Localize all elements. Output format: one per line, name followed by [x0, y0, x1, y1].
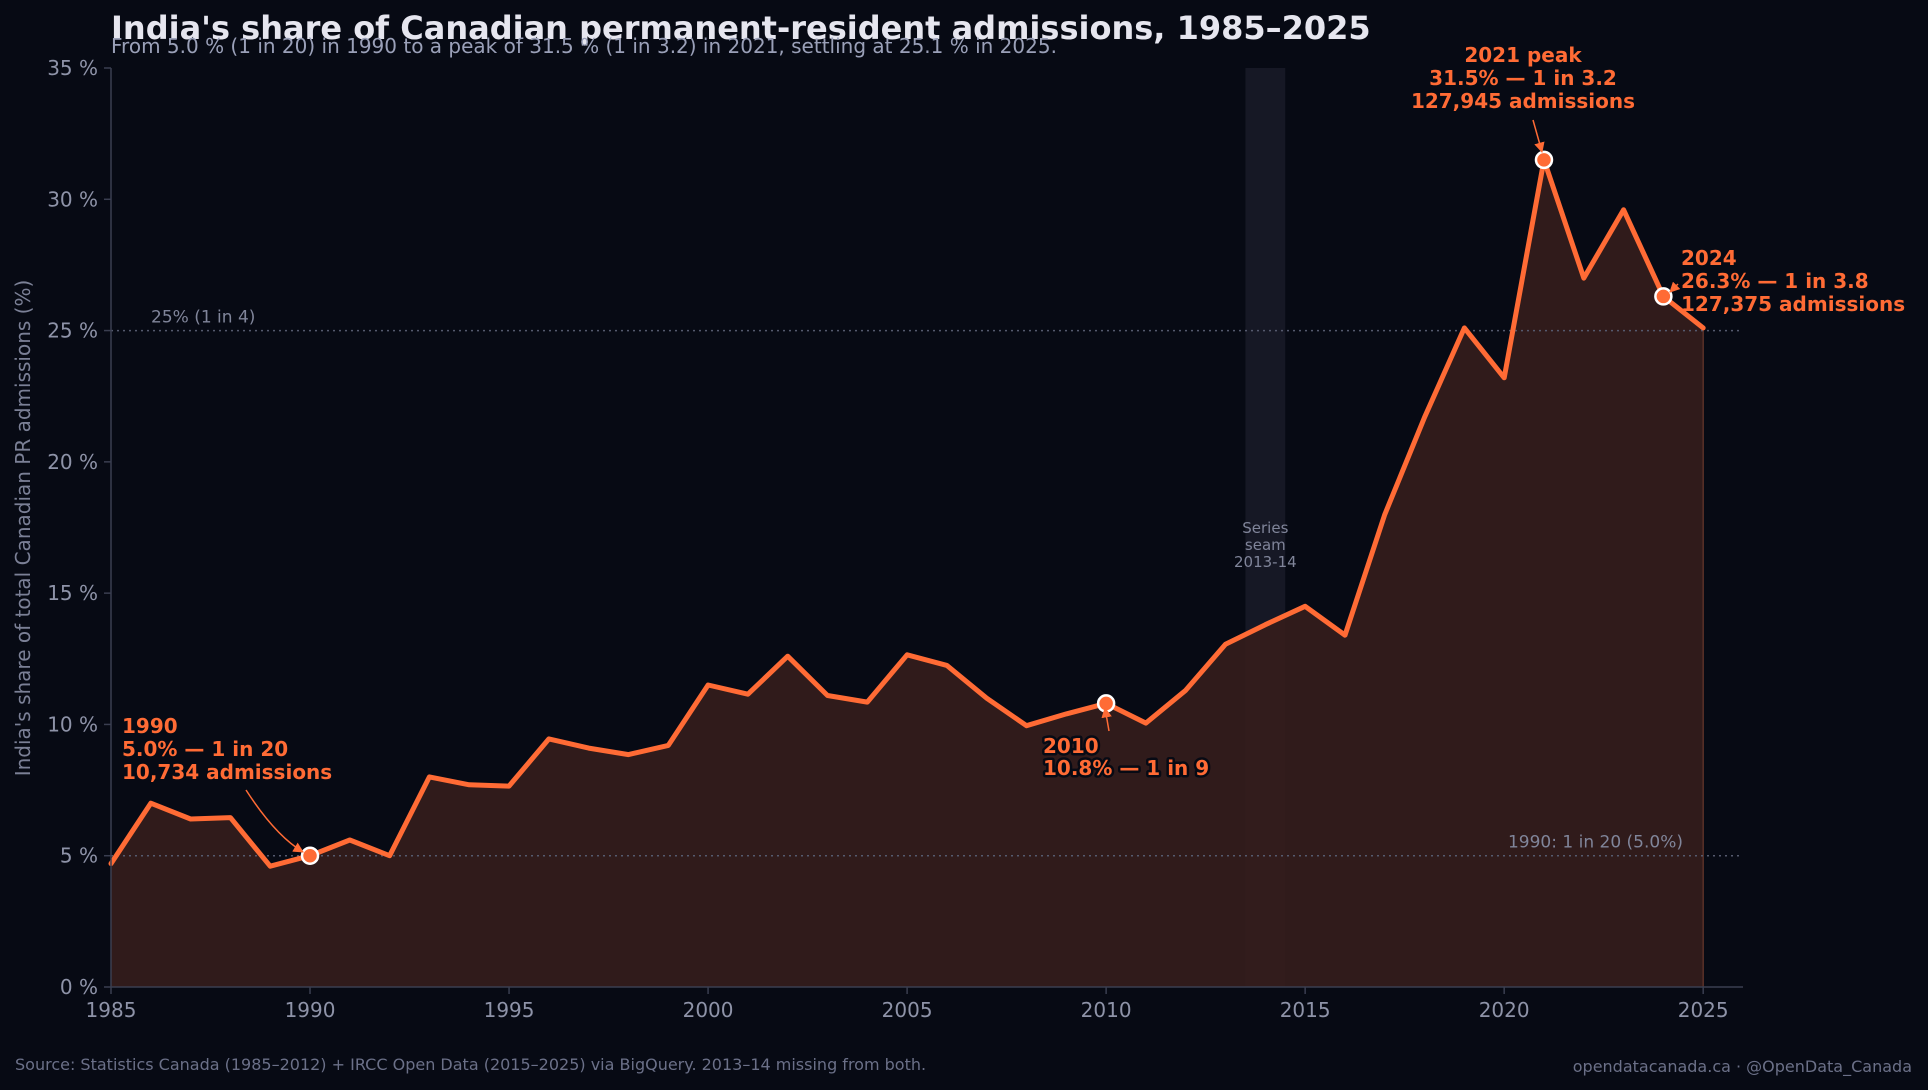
highlight-point-1990 — [300, 846, 320, 865]
x-tick-label-2015: 2015 — [1280, 998, 1331, 1022]
x-tick-label-2005: 2005 — [882, 998, 933, 1022]
annotation-2021-line-1: 2021 peak — [1464, 43, 1582, 67]
annotation-arrow-1990 — [245, 789, 304, 853]
y-tick-label-35: 35 % — [47, 56, 98, 80]
reference-label-2: 1990: 1 in 20 (5.0%) — [1508, 833, 1683, 853]
y-tick-label-30: 30 % — [47, 187, 98, 211]
highlight-point-2021 — [1534, 150, 1554, 170]
annotation-2021-line-2: 31.5% — 1 in 3.2 — [1429, 66, 1617, 90]
series-seam-label-1: Series — [1242, 519, 1288, 537]
chart-title: India's share of Canadian permanent-resi… — [111, 9, 1371, 47]
x-tick-label-2020: 2020 — [1479, 998, 1530, 1022]
reference-label-1: 25% (1 in 4) — [151, 308, 255, 328]
series-seam-label-2: seam — [1245, 536, 1286, 554]
annotation-1990-line-1: 1990 — [122, 714, 178, 738]
y-tick-label-0: 0 % — [60, 975, 98, 999]
y-tick-label-25: 25 % — [47, 319, 98, 343]
y-tick-label-15: 15 % — [47, 581, 98, 605]
annotation-2024-line-1: 2024 — [1681, 246, 1737, 270]
annotation-2010-line-1: 2010 — [1043, 734, 1099, 758]
annotation-1990: 1990 5.0% — 1 in 20 10,734 admissions — [122, 714, 332, 784]
y-axis-label: India's share of total Canadian PR admis… — [11, 280, 35, 777]
highlight-point-2024 — [1654, 287, 1673, 306]
annotation-2021-line-3: 127,945 admissions — [1411, 89, 1635, 113]
x-tick-label-2000: 2000 — [683, 998, 734, 1022]
y-tick-label-20: 20 % — [47, 450, 98, 474]
annotation-arrow-2010 — [1101, 706, 1112, 732]
chart-subtitle: From 5.0 % (1 in 20) in 1990 to a peak o… — [111, 34, 1057, 58]
highlight-point-2010 — [1096, 694, 1116, 713]
series-line — [108, 157, 1706, 869]
x-tick-label-1995: 1995 — [484, 998, 535, 1022]
annotation-2010: 2010 10.8% — 1 in 9 — [1041, 732, 1212, 783]
credit-note: opendatacanada.ca · @OpenData_Canada — [1573, 1057, 1912, 1077]
annotation-1990-line-3: 10,734 admissions — [122, 760, 332, 784]
series-area — [111, 159, 1704, 987]
x-tick-label-1990: 1990 — [285, 998, 336, 1022]
y-tick-label-5: 5 % — [60, 844, 98, 868]
annotation-arrow-2021 — [1532, 119, 1545, 154]
annotation-2024: 2024 26.3% — 1 in 3.8 127,375 admissions — [1681, 246, 1905, 316]
annotation-2021: 2021 peak 31.5% — 1 in 3.2 127,945 admis… — [1411, 43, 1635, 113]
source-note: Source: Statistics Canada (1985–2012) + … — [15, 1055, 926, 1074]
x-tick-label-1985: 1985 — [86, 998, 137, 1022]
annotation-2024-line-2: 26.3% — 1 in 3.8 — [1681, 269, 1869, 293]
x-tick-label-2025: 2025 — [1678, 998, 1729, 1022]
annotation-1990-line-2: 5.0% — 1 in 20 — [122, 737, 288, 761]
annotation-2024-line-3: 127,375 admissions — [1681, 292, 1905, 316]
annotation-arrow-2024 — [1669, 281, 1681, 293]
y-tick-label-10: 10 % — [47, 712, 98, 736]
annotation-2010-line-2: 10.8% — 1 in 9 — [1043, 756, 1209, 780]
series-seam-label-3: 2013-14 — [1234, 553, 1297, 571]
x-tick-label-2010: 2010 — [1081, 998, 1132, 1022]
